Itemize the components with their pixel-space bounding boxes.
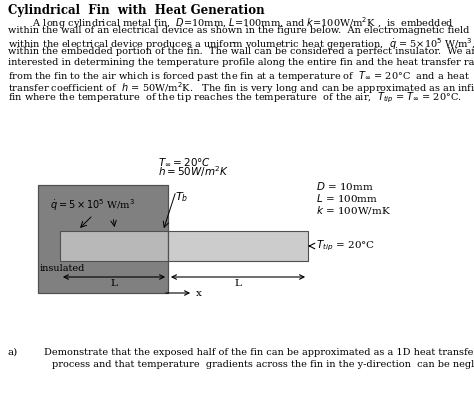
Text: insulated: insulated [40,264,85,273]
Text: L: L [235,279,241,288]
Text: within the electrical device produces a uniform volumetric heat generation,  $\d: within the electrical device produces a … [8,36,474,52]
Text: within the embedded portion of the fin.  The wall can be considered a perfect in: within the embedded portion of the fin. … [8,48,474,56]
Text: L: L [110,279,118,288]
Text: Demonstrate that the exposed half of the fin can be approximated as a 1D heat tr: Demonstrate that the exposed half of the… [44,348,474,357]
Text: transfer coefficient of  $h$ = 50W/m$^2$K.   The fin is very long and can be app: transfer coefficient of $h$ = 50W/m$^2$K… [8,80,474,95]
Bar [168,231,308,261]
Text: interested in determining the temperature profile along the entire fin and the h: interested in determining the temperatur… [8,58,474,67]
Text: $T_b$: $T_b$ [175,190,188,204]
Bar [38,185,168,293]
Text: A long cylindrical metal fin,  $D$=10mm, $L$=100mm, and $k$=100W/m$^2$K ,  is  e: A long cylindrical metal fin, $D$=10mm, … [8,15,454,31]
Text: $h = 50W/m^2K$: $h = 50W/m^2K$ [158,164,229,179]
Bar [38,185,168,293]
Text: $T_\infty = 20°C$: $T_\infty = 20°C$ [158,156,211,168]
Text: x: x [196,289,202,297]
Text: $T_{tip}$ = 20°C: $T_{tip}$ = 20°C [316,239,375,253]
Text: Cylindrical  Fin  with  Heat Generation: Cylindrical Fin with Heat Generation [8,4,264,17]
Text: within the wall of an electrical device as shown in the figure below.  An electr: within the wall of an electrical device … [8,26,469,35]
Text: $D$ = 10mm: $D$ = 10mm [316,180,374,192]
Text: process and that temperature  gradients across the fin in the y-direction  can b: process and that temperature gradients a… [52,360,474,369]
Text: fin where the temperature  of the tip reaches the temperature  of the air,  $T_{: fin where the temperature of the tip rea… [8,91,462,105]
Text: $\dot{q} = 5\times10^5$ W/m$^3$: $\dot{q} = 5\times10^5$ W/m$^3$ [50,197,135,213]
Bar [60,231,168,261]
Text: a): a) [8,348,18,357]
Text: $L$ = 100mm: $L$ = 100mm [316,192,378,204]
Text: from the fin to the air which is forced past the fin at a temperature of  $T_\in: from the fin to the air which is forced … [8,69,470,83]
Text: $k$ = 100W/mK: $k$ = 100W/mK [316,204,391,216]
